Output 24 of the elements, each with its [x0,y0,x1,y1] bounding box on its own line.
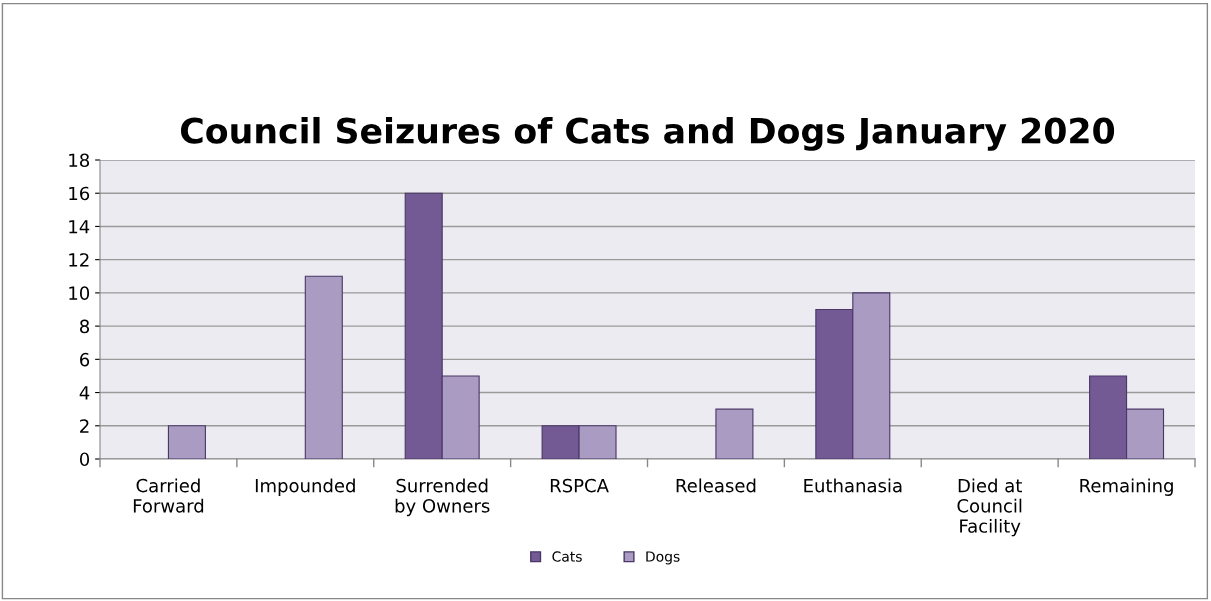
y-tick-label: 12 [69,253,89,267]
y-tick-label: 18 [69,153,90,168]
x-tick-label: Surrended by Owners [395,478,490,517]
y-tick-label: 2 [80,419,89,433]
bar [715,408,754,459]
x-tick-label: Impounded [255,478,355,496]
y-tick-label: 4 [79,386,90,400]
y-tick-label: 14 [69,220,90,234]
y-tick-label: 16 [69,186,90,201]
x-tick-label: RSPCA [550,478,609,493]
x-tick-label: Released [676,478,756,493]
legend-label: Dogs [646,551,680,565]
y-tick-label: 10 [69,286,90,301]
x-tick-label: Euthanasia [804,478,902,493]
chart-title: Council Seizures of Cats and Dogs January 2020 [181,116,1115,151]
bar [167,425,206,459]
x-tick-label: Died at Council Facility [957,478,1022,537]
y-tick-label: 8 [80,319,90,334]
x-tick-label: Remaining [1080,478,1173,496]
bar [304,275,343,459]
x-tick-label: Carried Forward [133,478,204,513]
y-tick-label: 6 [80,352,90,367]
legend-label: Cats [552,551,582,562]
y-tick-label: 0 [79,452,90,467]
